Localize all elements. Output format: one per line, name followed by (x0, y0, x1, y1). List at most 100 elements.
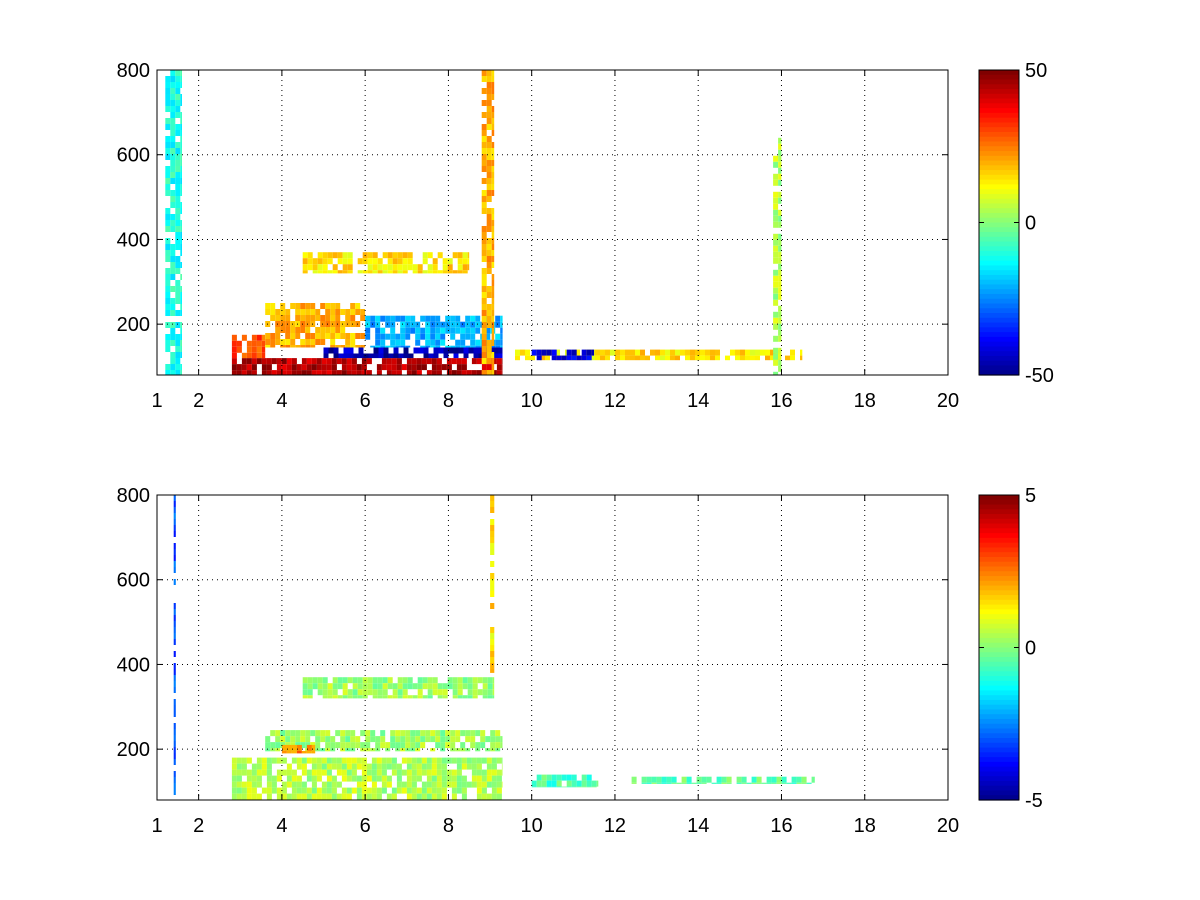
heatmap-cell (435, 315, 441, 322)
heatmap-cell (291, 787, 297, 794)
heatmap-cell (778, 269, 782, 276)
heatmap-cell (515, 349, 520, 356)
heatmap-cell (170, 286, 176, 292)
x-tick-label: 16 (770, 390, 792, 412)
colorbar-swatch (979, 718, 1019, 725)
heatmap-cell (376, 787, 382, 794)
heatmap-cell (487, 677, 493, 684)
heatmap-cell (481, 148, 487, 154)
heatmap-cell (778, 167, 782, 174)
heatmap-cell (391, 364, 397, 371)
heatmap-cell (312, 683, 318, 690)
heatmap-cell (170, 100, 176, 106)
heatmap-cell (710, 355, 715, 361)
heatmap-cell (422, 258, 428, 265)
heatmap-cell (326, 364, 332, 371)
heatmap-cell (231, 769, 237, 776)
heatmap-cell (170, 202, 176, 208)
heatmap-cell (170, 124, 176, 130)
heatmap-cell (491, 340, 495, 346)
heatmap-cell (173, 783, 176, 789)
heatmap-cell (422, 683, 428, 690)
heatmap-cell (442, 264, 448, 271)
heatmap-cell (701, 776, 707, 783)
heatmap-cell (347, 264, 353, 271)
heatmap-cell (256, 793, 262, 800)
heatmap-cell (256, 757, 262, 764)
heatmap-cell (323, 347, 329, 354)
heatmap-cell (397, 264, 403, 271)
heatmap-cell (280, 309, 286, 315)
heatmap-cell (296, 787, 302, 794)
heatmap-cell (385, 345, 391, 348)
heatmap-cell (286, 370, 292, 375)
colorbar-swatch (979, 504, 1019, 510)
heatmap-cell (355, 309, 361, 315)
heatmap-cell (175, 256, 181, 262)
heatmap-cell (605, 349, 610, 356)
heatmap-cell (486, 358, 492, 364)
heatmap-cell (773, 197, 779, 204)
heatmap-cell (175, 190, 181, 196)
heatmap-cell (345, 333, 351, 339)
heatmap-cell (356, 763, 362, 770)
plot-frame-top (156, 69, 949, 376)
heatmap-cell (411, 787, 417, 794)
heatmap-cell (291, 793, 297, 800)
heatmap-cell (386, 781, 392, 788)
heatmap-cell (556, 355, 562, 361)
heatmap-cell (322, 264, 328, 271)
heatmap-cell (266, 787, 272, 794)
heatmap-cell (431, 787, 437, 794)
heatmap-cell (481, 112, 487, 118)
heatmap-cell (476, 757, 482, 764)
heatmap-cell (370, 321, 376, 328)
heatmap-cell (173, 555, 176, 561)
heatmap-cell (337, 683, 343, 690)
heatmap-cell (428, 353, 434, 359)
colorbar-swatch (979, 136, 1019, 143)
heatmap-cell (416, 370, 422, 375)
heatmap-cell (446, 358, 452, 365)
x-tick-label: 12 (604, 390, 626, 412)
heatmap-cell (430, 315, 436, 322)
heatmap-cell (331, 763, 337, 770)
heatmap-cell (716, 782, 722, 784)
heatmap-cell (387, 270, 393, 274)
heatmap-cell (396, 775, 402, 782)
heatmap-cell (486, 244, 492, 250)
heatmap-cell (342, 270, 348, 274)
heatmap-cell (326, 787, 332, 794)
heatmap-cell (591, 780, 597, 787)
heatmap-cell (337, 677, 343, 684)
heatmap-cell (330, 327, 336, 333)
heatmap-cell (306, 787, 312, 794)
heatmap-cell (435, 339, 441, 346)
heatmap-cell (316, 358, 322, 365)
heatmap-cell (321, 787, 327, 794)
heatmap-cell (551, 774, 557, 781)
heatmap-cell (345, 730, 351, 737)
heatmap-cell (481, 340, 487, 346)
heatmap-cell (498, 347, 503, 354)
heatmap-cell (765, 355, 770, 361)
heatmap-cell (387, 683, 393, 690)
heatmap-cell (491, 256, 495, 262)
colorbar-swatch (979, 728, 1019, 734)
heatmap-cell (475, 321, 481, 328)
heatmap-cell (351, 370, 357, 375)
heatmap-cell (615, 355, 620, 361)
heatmap-cell (427, 252, 433, 259)
heatmap-cell (481, 346, 487, 352)
heatmap-cell (173, 513, 176, 519)
heatmap-cell (372, 258, 378, 265)
heatmap-cell (295, 345, 301, 348)
heatmap-cell (390, 333, 396, 340)
heatmap-cell (576, 786, 582, 788)
heatmap-cell (380, 345, 386, 348)
heatmap-cell (440, 321, 446, 328)
heatmap-cell (691, 782, 697, 784)
heatmap-cell (491, 190, 495, 196)
heatmap-cell (417, 695, 423, 699)
heatmap-cell (773, 347, 779, 354)
